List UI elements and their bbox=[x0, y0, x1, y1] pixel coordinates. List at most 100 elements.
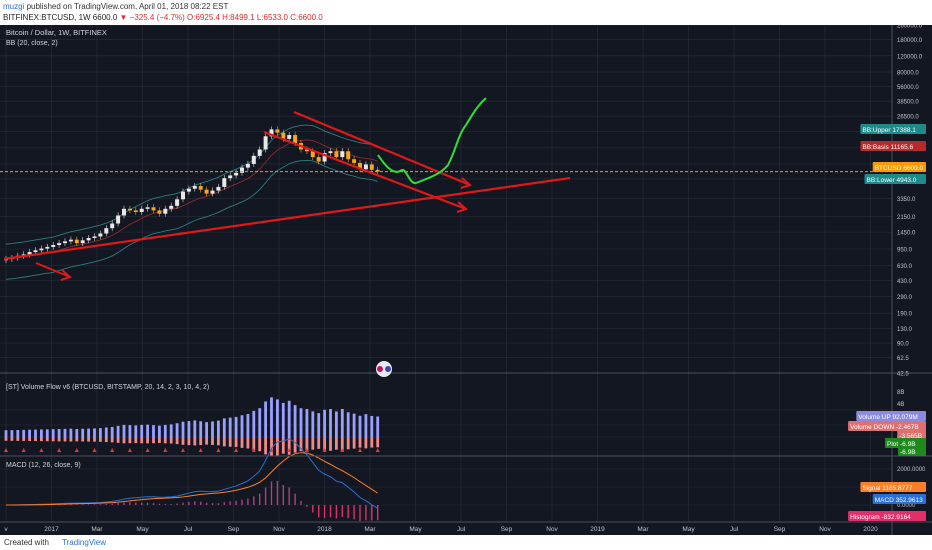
author-link[interactable]: muzgi bbox=[3, 2, 25, 11]
volume-value-label: Plot -6.9B bbox=[885, 438, 926, 448]
volume-down-bar bbox=[45, 437, 49, 442]
signal-marker bbox=[322, 448, 327, 452]
volume-down-bar bbox=[28, 437, 31, 442]
volume-down-bar bbox=[99, 437, 102, 442]
price-tick-label: 90.0 bbox=[897, 342, 909, 348]
volume-down-bar bbox=[205, 437, 208, 445]
time-tick-label: Mar bbox=[91, 526, 103, 533]
tradingview-link[interactable]: TradingView bbox=[62, 538, 107, 547]
channel-top-line[interactable] bbox=[263, 130, 467, 211]
volume-up-bar bbox=[40, 429, 43, 437]
candle-body bbox=[86, 238, 91, 241]
time-tick-label: May bbox=[136, 526, 149, 533]
macd-value-label-text: MACD 352.9613 bbox=[875, 497, 923, 504]
candle-body bbox=[287, 135, 292, 139]
volume-up-bar bbox=[34, 429, 37, 437]
signal-marker bbox=[304, 448, 309, 452]
volume-down-bar bbox=[293, 437, 297, 453]
arrow-head bbox=[456, 201, 468, 213]
time-tick-label: 2020 bbox=[863, 526, 878, 533]
support-trendline[interactable] bbox=[3, 176, 571, 261]
candle-body bbox=[122, 208, 126, 216]
signal-marker bbox=[287, 448, 292, 452]
candle-body bbox=[275, 129, 280, 133]
time-tick-label: May bbox=[409, 526, 422, 533]
candle-body bbox=[216, 186, 221, 191]
volume-down-bar bbox=[169, 437, 173, 444]
bb-indicator-label[interactable]: BB (20, close, 2) bbox=[6, 40, 58, 47]
volume-up-bar bbox=[287, 400, 291, 437]
volume-down-bar bbox=[317, 437, 321, 449]
volume-up-bar bbox=[293, 405, 297, 437]
volume-up-bar bbox=[152, 425, 155, 437]
volume-up-bar bbox=[323, 409, 326, 437]
candle-body bbox=[352, 159, 357, 163]
volume-down-bar bbox=[87, 437, 90, 442]
macd-tick-label: 0.0000 bbox=[897, 503, 916, 509]
volume-down-bar bbox=[163, 437, 167, 444]
volume-up-bar bbox=[51, 429, 55, 437]
volume-down-bar bbox=[358, 437, 362, 448]
volume-down-bar bbox=[252, 437, 256, 450]
volume-up-bar bbox=[45, 429, 49, 437]
signal-marker bbox=[74, 448, 79, 452]
price-tick-label: 62.5 bbox=[897, 356, 909, 362]
signal-line bbox=[5, 452, 378, 506]
volume-up-bar bbox=[81, 428, 85, 437]
candle-body bbox=[245, 163, 250, 168]
candle-body bbox=[334, 151, 339, 158]
volume-down-bar bbox=[352, 437, 356, 449]
volume-down-bar bbox=[217, 437, 220, 446]
volume-up-bar bbox=[329, 408, 332, 437]
volume-pane-title[interactable]: [ST] Volume Flow v6 (BTCUSD, BITSTAMP, 2… bbox=[6, 384, 209, 391]
main-value-label: BTCUSD 6600.0 bbox=[872, 162, 926, 172]
macd-line bbox=[5, 438, 378, 509]
arrow-line[interactable] bbox=[35, 262, 71, 278]
candle-body bbox=[369, 164, 374, 170]
candle-body bbox=[157, 210, 162, 214]
candle-body bbox=[210, 190, 215, 194]
candle-body bbox=[257, 149, 262, 156]
price-tick-label: 180000.0 bbox=[897, 38, 923, 44]
volume-down-bar bbox=[134, 437, 138, 444]
candle-body bbox=[39, 248, 44, 251]
time-tick-label: Mar bbox=[364, 526, 376, 533]
volume-up-bar bbox=[122, 424, 126, 437]
candle-body bbox=[222, 178, 227, 187]
volume-down-bar bbox=[287, 437, 291, 455]
volume-up-bar bbox=[93, 428, 96, 437]
volume-down-bar bbox=[305, 437, 309, 451]
volume-down-bar bbox=[346, 437, 350, 450]
bb-upper-line bbox=[5, 124, 378, 245]
candle-body bbox=[51, 244, 56, 247]
volume-down-bar bbox=[187, 437, 191, 446]
main-value-label-text: BB:Upper 17388.1 bbox=[862, 127, 916, 134]
volume-down-bar bbox=[370, 437, 374, 448]
volume-down-bar bbox=[234, 437, 238, 448]
volume-up-bar bbox=[335, 411, 338, 437]
volume-up-bar bbox=[358, 415, 362, 437]
volume-down-bar bbox=[228, 437, 232, 447]
volume-up-bar bbox=[370, 415, 374, 437]
candle-body bbox=[234, 172, 239, 176]
volume-up-bar bbox=[146, 424, 149, 437]
time-axis[interactable]: v 2017 Mar May Jul Sep Nov 2018 Mar May Jul Sep Nov 2… bbox=[4, 526, 878, 533]
volume-up-bar bbox=[116, 425, 120, 437]
projection-curve[interactable] bbox=[377, 97, 487, 185]
last-price: 6600.0 bbox=[92, 13, 118, 22]
volume-up-bar bbox=[311, 411, 315, 437]
volume-down-bar bbox=[364, 437, 368, 449]
volume-tick-label: 8B bbox=[897, 390, 904, 396]
price-change: ▼ −325.4 (−4.7%) bbox=[119, 13, 185, 22]
candle-body bbox=[33, 250, 38, 253]
macd-value-label: Histogram -832.9164 bbox=[848, 511, 926, 521]
volume-down-bar bbox=[93, 437, 96, 442]
price-tick-label: 950.0 bbox=[897, 247, 913, 253]
volume-down-bar bbox=[222, 437, 226, 447]
signal-marker bbox=[57, 448, 62, 452]
candle-body bbox=[104, 228, 109, 234]
time-tick-label: Sep bbox=[774, 526, 786, 533]
macd-pane-title[interactable]: MACD (12, 26, close, 9) bbox=[6, 462, 81, 469]
volume-up-bar bbox=[352, 413, 356, 437]
